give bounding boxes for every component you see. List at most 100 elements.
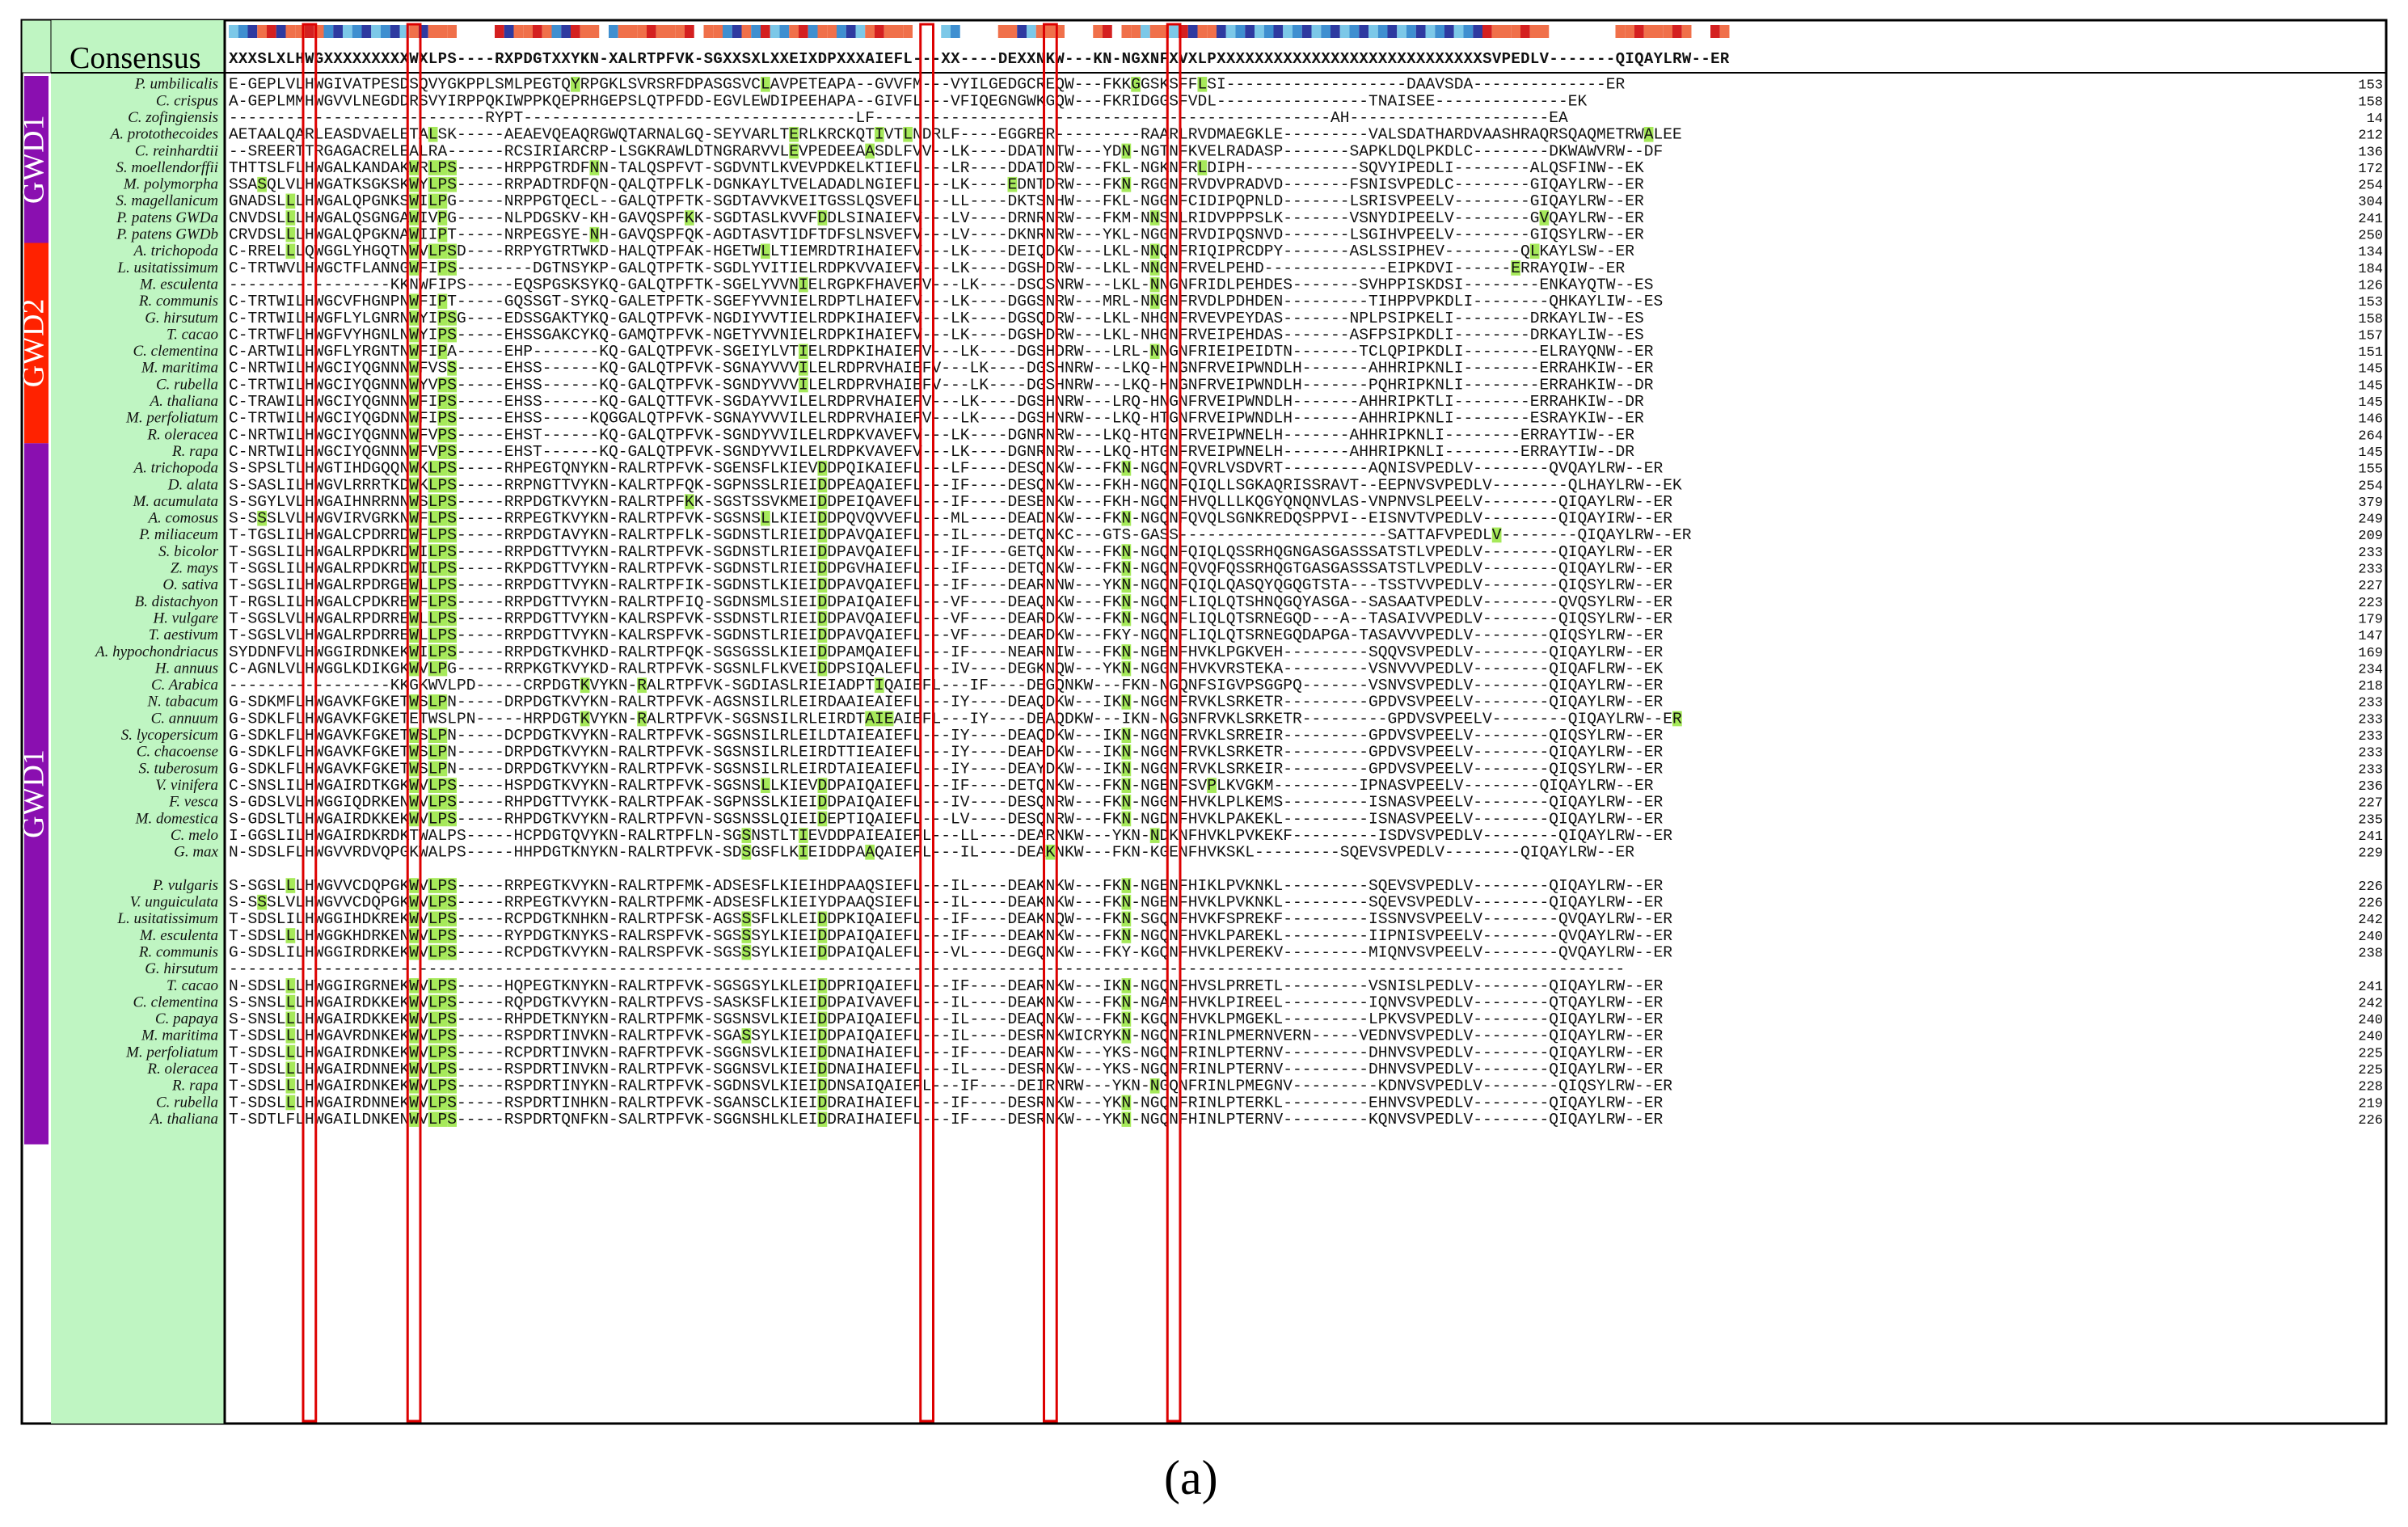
- conservation-bar-cell: [779, 25, 790, 38]
- residue-highlight: [1121, 694, 1132, 710]
- residue-highlight: [409, 160, 419, 175]
- residue-highlight: [447, 310, 457, 326]
- residue-highlight: [761, 77, 770, 92]
- consensus-residue: X: [609, 50, 618, 68]
- species-name: M. perfoliatum: [125, 1044, 218, 1061]
- sequence-length: 226: [2358, 896, 2383, 912]
- alignment-row: S. moellendorffii THTTSLFLHWGALKANDAKWRLP…: [116, 159, 2383, 177]
- conservation-bar-cell: [238, 25, 248, 38]
- consensus-residue: S: [742, 50, 751, 68]
- residue-highlight: [409, 193, 419, 209]
- alignment-row: N. tabacum G-SDKMFLHWGAVKFGKETWSLPN-----D…: [146, 694, 2383, 711]
- conservation-bar-cell: [419, 25, 428, 38]
- sequence-length: 241: [2358, 829, 2383, 845]
- consensus-residue: L: [1663, 50, 1672, 68]
- consensus-residue: X: [846, 50, 856, 68]
- species-name: S. bicolor: [158, 543, 218, 560]
- residue-highlight: [865, 143, 875, 159]
- alignment-rows: P. umbilicalis E-GEPLVLHWGIVATPESDSQVYGKP…: [94, 76, 2383, 1128]
- consensus-residue: I: [875, 50, 883, 68]
- species-name: R. oleracea: [146, 1061, 218, 1078]
- sequence-length: 212: [2358, 129, 2383, 144]
- residue-highlight: [580, 677, 590, 694]
- residue-highlight: [428, 944, 438, 960]
- residue-highlight: [437, 243, 448, 259]
- consensus-residue: -: [599, 50, 608, 68]
- residue-highlight: [437, 293, 448, 310]
- residue-highlight: [409, 477, 419, 493]
- residue-highlight: [437, 944, 448, 960]
- sequence-text: A-GEPLMMHWGVVLNEGDDRSVYIRPPQKIWPPKQEPRHG…: [229, 92, 1588, 110]
- sequence-text: S-GDSLVLHWGGIQDRKENWVLPS-----RHPDGTTVYKK…: [229, 794, 1663, 812]
- species-name: P. patens GWDb: [116, 226, 218, 243]
- conservation-bar-cell: [732, 25, 742, 38]
- residue-highlight: [437, 560, 448, 576]
- sequence-text: T-SGSLVLHWGALRPDRREWLLPS-----RRPDGTTVYKN…: [229, 610, 1672, 627]
- residue-highlight: [883, 711, 894, 727]
- species-name: S. moellendorffii: [116, 159, 218, 176]
- residue-highlight: [1121, 610, 1132, 626]
- residue-highlight: [1121, 778, 1132, 793]
- sequence-length: 240: [2358, 930, 2383, 945]
- sequence-text: THTTSLFLHWGALKANDAKWRLPS-----HRPPGTRDFNN…: [229, 159, 1644, 177]
- sequence-text: C-NRTWILHWGCIYQGNNNWFVPS-----EHST------K…: [229, 443, 1634, 461]
- residue-highlight: [285, 878, 296, 893]
- sequence-text: S-SASLILHWGVLRRRTKDWKLPS-----RRPNGTTVYKN…: [229, 476, 1682, 494]
- residue-highlight: [447, 260, 457, 276]
- residue-highlight: [285, 1011, 296, 1027]
- sequence-text: G-SDKLFLHWGAVKFGKETWSLPN-----DCPDGTKVYKN…: [229, 727, 1663, 745]
- residue-highlight: [409, 1028, 419, 1044]
- consensus-residue: -: [1558, 50, 1567, 68]
- conservation-bar-cell: [1444, 25, 1454, 38]
- sequence-length: 234: [2358, 662, 2383, 677]
- alignment-row: C. zofingiensis -------------------------…: [128, 109, 2383, 127]
- residue-highlight: [1121, 928, 1132, 943]
- conservation-bar-cell: [1339, 25, 1350, 38]
- residue-highlight: [285, 1095, 296, 1111]
- residue-highlight: [428, 460, 438, 476]
- consensus-residue: K: [1046, 50, 1056, 68]
- consensus-residue: N: [1150, 50, 1159, 68]
- conservation-bar-cell: [893, 25, 904, 38]
- residue-highlight: [817, 978, 828, 993]
- conservation-bar-cell: [352, 25, 362, 38]
- conservation-bar-cell: [1131, 25, 1141, 38]
- conservation-bar-cell: [865, 25, 875, 38]
- sequence-text: N-SDSLFLHWGVVRDVQPGKWALPS-----HHPDGTKNYK…: [229, 844, 1634, 862]
- conservation-bar-cell: [1491, 25, 1502, 38]
- species-name: N. tabacum: [146, 694, 218, 711]
- alignment-row: L. usitatissimum T-SDSLILHWGGIHDKREKWVLPS…: [116, 910, 2383, 928]
- consensus-residue: W: [305, 50, 314, 68]
- sequence-text: S-GDSLTLHWGAIRDKKEKWVLPS-----RHPDGTKVYKN…: [229, 810, 1663, 828]
- consensus-residue: -: [457, 50, 466, 68]
- residue-highlight: [875, 126, 884, 142]
- consensus-residue: A: [618, 50, 628, 68]
- residue-highlight: [789, 143, 799, 159]
- residue-highlight: [447, 411, 457, 426]
- conservation-bar-cell: [1710, 25, 1720, 38]
- sequence-text: C-TRTWILHWGCVFHGNPNWFIPT-----GQSSGT-SYKQ…: [229, 293, 1663, 310]
- residue-highlight: [428, 778, 438, 793]
- residue-highlight: [589, 160, 600, 175]
- residue-highlight: [580, 711, 590, 727]
- sequence-text: ---------------------------RYPT---------…: [229, 109, 1568, 127]
- consensus-residue: -: [485, 50, 494, 68]
- sequence-text: C-RRELLLQWGGLYHGQTNWVLPSD----RRPYGTRTWKD…: [229, 243, 1634, 260]
- conservation-bar-cell: [789, 25, 799, 38]
- species-name: M. domestica: [135, 810, 218, 827]
- conservation-bar-cell: [247, 25, 258, 38]
- residue-highlight: [428, 594, 438, 610]
- consensus-residue: L: [761, 50, 770, 68]
- conservation-bar-cell: [1103, 25, 1112, 38]
- consensus-residue: X: [352, 50, 362, 68]
- residue-highlight: [437, 210, 448, 226]
- residue-highlight: [1121, 994, 1132, 1010]
- species-name: C. clementina: [133, 343, 218, 360]
- sequence-length: 235: [2358, 812, 2383, 828]
- conservation-bar-cell: [1121, 25, 1132, 38]
- residue-highlight: [428, 627, 438, 643]
- consensus-residue: X: [837, 50, 846, 68]
- consensus-residue: -: [913, 50, 921, 68]
- conservation-bar-cell: [1473, 25, 1482, 38]
- residue-highlight: [409, 911, 419, 927]
